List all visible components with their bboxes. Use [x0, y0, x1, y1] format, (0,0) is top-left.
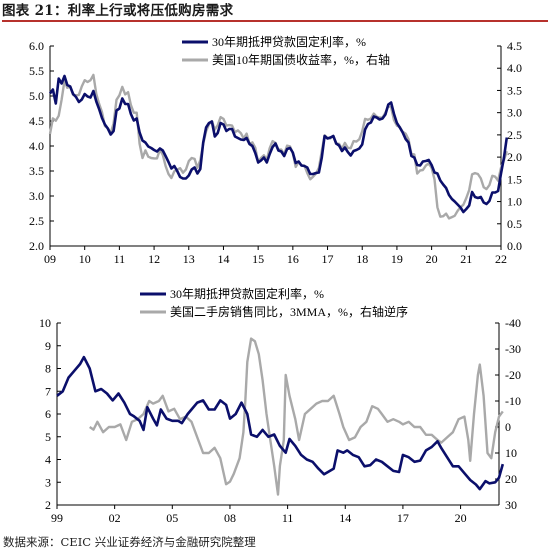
chart1-legend: 30年期抵押贷款固定利率，% 美国10年期国债收益率，%，右轴 — [182, 34, 390, 67]
y-tick-label-right: 0 — [505, 420, 511, 434]
y-tick-label-right: 2.0 — [507, 150, 522, 164]
y-tick-label-right: -30 — [505, 342, 521, 356]
x-tick-label: 17 — [322, 252, 334, 266]
legend-label: 美国二手房销售同比，3MMA，%，右轴逆序 — [170, 304, 408, 319]
y-tick-label-right: 2.5 — [507, 128, 522, 142]
y-tick-label-left: 7 — [45, 384, 51, 398]
x-tick-label: 10 — [79, 252, 91, 266]
y-tick-label-right: 10 — [505, 446, 517, 460]
x-tick-label: 14 — [217, 252, 229, 266]
series-line-mortgage-rate — [48, 74, 509, 214]
y-tick-label-right: 4.0 — [507, 61, 522, 75]
x-tick-label: 11 — [114, 252, 126, 266]
y-tick-label-right: -20 — [505, 368, 521, 382]
y-tick-label-right: 1.5 — [507, 172, 522, 186]
y-tick-label-left: 3.5 — [29, 164, 44, 178]
y-tick-label-left: 6 — [45, 407, 51, 421]
legend-label: 30年期抵押贷款固定利率，% — [170, 286, 324, 301]
y-tick-label-right: 3.0 — [507, 106, 522, 120]
x-tick-label: 08 — [224, 511, 236, 525]
x-tick-label: 14 — [339, 511, 351, 525]
y-tick-label-left: 4 — [45, 453, 51, 467]
y-tick-label-right: 1.0 — [507, 195, 522, 209]
y-tick-label-right: -40 — [505, 316, 521, 330]
y-tick-label-left: 5.5 — [29, 64, 44, 78]
x-tick-label: 22 — [495, 252, 507, 266]
y-tick-label-left: 8 — [45, 362, 51, 376]
x-tick-label: 16 — [287, 252, 299, 266]
y-tick-label-left: 2.5 — [29, 214, 44, 228]
y-tick-label-right: 0.5 — [507, 217, 522, 231]
chart-mortgage-vs-treasury: 2.0 2.5 3.0 3.5 4.0 4.5 5.0 5.5 6.0 0.0 0.5 1.0 1.5 2… — [29, 34, 522, 266]
x-tick-label: 20 — [455, 511, 467, 525]
series-line-right-axis — [89, 337, 504, 496]
y-tick-label-right: 20 — [505, 472, 517, 486]
x-tick-label: 21 — [460, 252, 472, 266]
x-tick-label: 18 — [356, 252, 368, 266]
y-tick-label-left: 4.0 — [29, 139, 44, 153]
y-tick-label-left: 4.5 — [29, 114, 44, 128]
chart1-series — [48, 73, 509, 220]
y-tick-label-left: 2.0 — [29, 239, 44, 253]
y-tick-label-right: 0.0 — [507, 239, 522, 253]
chart2-series — [56, 337, 505, 496]
y-tick-label-right: 30 — [505, 498, 517, 512]
chart1-axes: 2.0 2.5 3.0 3.5 4.0 4.5 5.0 5.5 6.0 0.0 0.5 1.0 1.5 2… — [29, 39, 522, 266]
x-tick-label: 17 — [397, 511, 409, 525]
y-tick-label-right: -10 — [505, 394, 521, 408]
y-tick-label-right: 3.5 — [507, 83, 522, 97]
y-tick-label-left: 3 — [45, 475, 51, 489]
series-line-right-axis — [48, 73, 508, 220]
source-note: 数据来源：CEIC 兴业证券经济与金融研究院整理 — [3, 535, 256, 549]
x-tick-label: 19 — [391, 252, 403, 266]
y-tick-label-left: 3.0 — [29, 189, 44, 203]
x-tick-label: 05 — [166, 511, 178, 525]
x-tick-label: 99 — [51, 511, 63, 525]
x-tick-label: 11 — [282, 511, 294, 525]
series-line-mortgage-rate — [56, 355, 505, 491]
y-tick-label-right: 4.5 — [507, 39, 522, 53]
y-tick-label-left: 5.0 — [29, 89, 44, 103]
x-tick-label: 12 — [148, 252, 160, 266]
chart2-legend: 30年期抵押贷款固定利率，% 美国二手房销售同比，3MMA，%，右轴逆序 — [140, 286, 408, 319]
legend-label: 30年期抵押贷款固定利率，% — [212, 34, 366, 49]
x-tick-label: 02 — [109, 511, 121, 525]
x-tick-label: 20 — [426, 252, 438, 266]
chart2-axes: 2 3 4 5 6 7 8 9 10 -40 -30 -20 -10 0 10 20 30 99 02 05 08 11 1… — [39, 316, 521, 525]
y-tick-label-left: 9 — [45, 339, 51, 353]
figure-title: 图表 21：利率上行或将压低购房需求 — [2, 0, 548, 22]
y-tick-label-left: 5 — [45, 430, 51, 444]
y-tick-label-left: 2 — [45, 498, 51, 512]
y-tick-label-left: 10 — [39, 316, 51, 330]
x-tick-label: 15 — [252, 252, 264, 266]
x-tick-label: 09 — [44, 252, 56, 266]
x-tick-label: 13 — [183, 252, 195, 266]
legend-label: 美国10年期国债收益率，%，右轴 — [212, 52, 390, 67]
chart-mortgage-vs-home-sales: 2 3 4 5 6 7 8 9 10 -40 -30 -20 -10 0 10 20 30 99 02 05 08 11 1… — [39, 286, 521, 525]
figure-title-text: 图表 21：利率上行或将压低购房需求 — [2, 3, 234, 19]
y-tick-label-left: 6.0 — [29, 39, 44, 53]
